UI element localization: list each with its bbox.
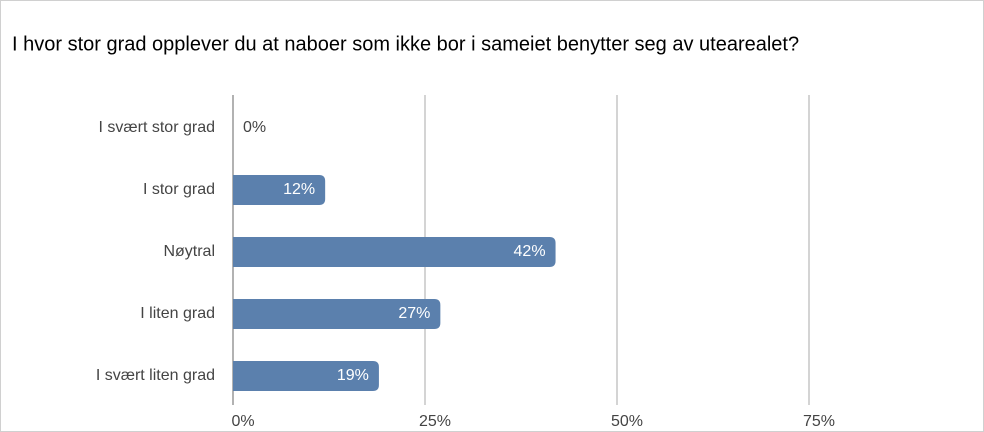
bar xyxy=(233,237,556,267)
value-label: 27% xyxy=(398,305,430,322)
bar xyxy=(233,299,441,329)
y-tick-label: I svært stor grad xyxy=(99,119,215,136)
y-tick-label: I liten grad xyxy=(140,305,215,322)
chart-title: I hvor stor grad opplever du at naboer s… xyxy=(12,33,799,55)
x-tick-label: 50% xyxy=(611,413,643,430)
value-label: 0% xyxy=(243,119,266,136)
y-tick-label: I svært liten grad xyxy=(96,367,215,384)
x-tick-label: 0% xyxy=(231,413,254,430)
x-tick-label: 25% xyxy=(419,413,451,430)
value-label: 19% xyxy=(337,367,369,384)
y-tick-label: Nøytral xyxy=(163,243,215,260)
value-label: 42% xyxy=(514,243,546,260)
bar xyxy=(233,361,379,391)
bar xyxy=(233,175,326,205)
value-label: 12% xyxy=(283,181,315,198)
y-tick-label: I stor grad xyxy=(143,181,215,198)
x-tick-label: 75% xyxy=(803,413,835,430)
